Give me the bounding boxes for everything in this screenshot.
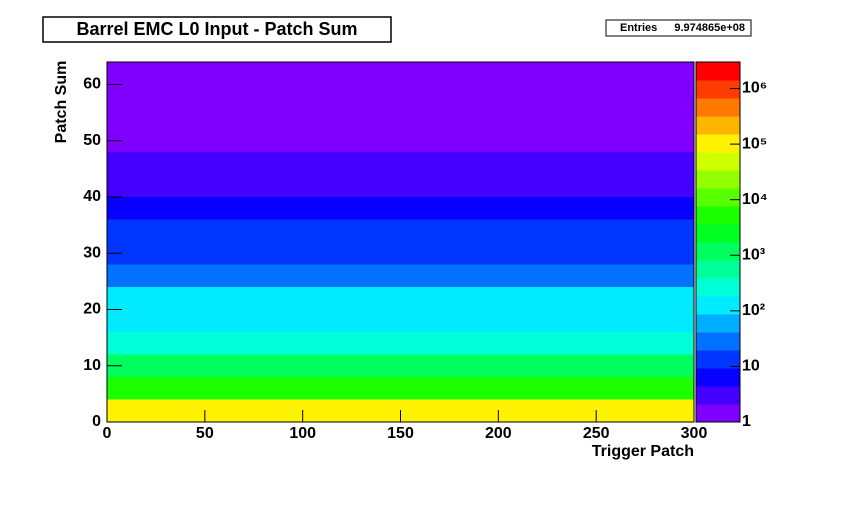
colorbar-stripe: [696, 350, 740, 369]
colorbar-stripe: [696, 80, 740, 99]
x-tick-label: 250: [583, 425, 610, 442]
stats-box: [605, 19, 752, 37]
colorbar-stripe: [696, 242, 740, 261]
x-tick-label: 300: [681, 425, 708, 442]
heatmap-cell: [107, 354, 694, 377]
heatmap-cell: [107, 219, 694, 242]
z-tick-label: 10⁴: [742, 191, 768, 208]
z-tick-label: 10: [742, 358, 760, 375]
y-tick-label: 0: [92, 413, 101, 430]
z-tick-label: 1: [742, 413, 751, 430]
chart-title: Barrel EMC L0 Input - Patch Sum: [76, 19, 357, 39]
colorbar-stripe: [696, 386, 740, 405]
colorbar-stripe: [696, 206, 740, 225]
heatmap-cell: [107, 62, 694, 85]
z-tick-label: 10⁵: [742, 135, 767, 152]
x-tick-label: 200: [485, 425, 512, 442]
heatmap-cell: [107, 107, 694, 130]
y-tick-label: 10: [83, 357, 101, 374]
x-axis-label: Trigger Patch: [592, 443, 694, 460]
z-tick-label: 10²: [742, 302, 765, 319]
colorbar-frame: [695, 61, 741, 423]
y-tick-label: 60: [83, 76, 101, 93]
x-tick-label: 50: [196, 425, 214, 442]
y-tick-label: 30: [83, 244, 101, 261]
colorbar-stripe: [696, 170, 740, 189]
colorbar-stripe: [696, 296, 740, 315]
y-axis-label: Patch Sum: [53, 61, 70, 144]
y-tick-label: 50: [83, 132, 101, 149]
z-tick-label: 10³: [742, 246, 765, 263]
x-tick-label: 150: [387, 425, 414, 442]
colorbar-stripe: [696, 278, 740, 297]
heatmap-cell: [107, 197, 694, 220]
y-tick-label: 40: [83, 188, 101, 205]
colorbar-stripe: [696, 134, 740, 153]
colorbar-stripe: [696, 314, 740, 333]
heatmap-cell: [107, 377, 694, 400]
heatmap-cell: [107, 152, 694, 175]
colorbar-stripe: [696, 116, 740, 135]
colorbar-stripe: [696, 188, 740, 207]
colorbar-stripe: [696, 98, 740, 117]
heatmap-cell: [107, 332, 694, 355]
y-tick-label: 20: [83, 301, 101, 318]
stats-name: Entries: [620, 22, 657, 34]
colorbar-stripe: [696, 260, 740, 279]
z-tick-label: 10⁶: [742, 80, 767, 97]
heatmap-cell: [107, 129, 694, 152]
x-tick-label: 0: [103, 425, 112, 442]
heatmap-cell: [107, 174, 694, 197]
colorbar-stripe: [696, 368, 740, 387]
heatmap-cell: [107, 309, 694, 332]
colorbar-stripe: [696, 62, 740, 81]
colorbar-stripe: [696, 332, 740, 351]
colorbar-stripe: [696, 404, 740, 423]
colorbar-stripe: [696, 152, 740, 171]
x-tick-label: 100: [289, 425, 316, 442]
title-box: [42, 16, 392, 43]
heatmap-cell: [107, 242, 694, 265]
stats-value: 9.974865e+08: [674, 22, 745, 34]
heatmap-cell: [107, 264, 694, 287]
heatmap-cell: [107, 84, 694, 107]
colorbar-stripe: [696, 224, 740, 243]
heatmap-cell: [107, 287, 694, 310]
